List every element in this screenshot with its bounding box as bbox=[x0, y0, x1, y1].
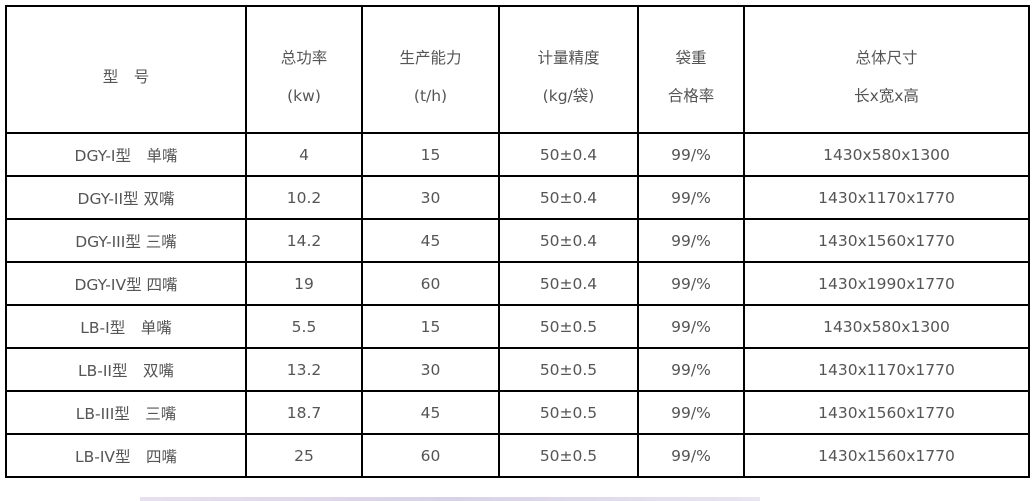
cell-model: LB-IV型 四嘴 bbox=[5, 433, 247, 478]
cell-dimensions: 1430x1560x1770 bbox=[743, 218, 1030, 263]
cell-capacity: 30 bbox=[361, 347, 500, 392]
cell-accuracy: 50±0.5 bbox=[498, 304, 639, 349]
cell-power: 19 bbox=[245, 261, 363, 306]
cell-dimensions: 1430x1560x1770 bbox=[743, 390, 1030, 435]
table-row: LB-III型 三嘴 18.7 45 50±0.5 99/% 1430x1560x1770 bbox=[5, 390, 1030, 435]
decorative-strip bbox=[140, 497, 760, 501]
cell-pass-rate: 99/% bbox=[637, 261, 745, 306]
header-accuracy: 计量精度 (kg/袋) bbox=[498, 5, 639, 134]
header-row: 型 号总功率 (kw) 生产能力 (t/h) 计量精度 (kg/袋) 袋重 合格率 总体尺寸 长x… bbox=[5, 5, 1030, 134]
table-row: DGY-III型 三嘴 14.2 45 50±0.4 99/% 1430x1560x177… bbox=[5, 218, 1030, 263]
cell-model: DGY-III型 三嘴 bbox=[5, 218, 247, 263]
spec-table: 型 号总功率 (kw) 生产能力 (t/h) 计量精度 (kg/袋) 袋重 合格率 总体尺寸 长x… bbox=[5, 5, 1030, 478]
cell-capacity: 45 bbox=[361, 218, 500, 263]
cell-power: 25 bbox=[245, 433, 363, 478]
cell-model: LB-II型 双嘴 bbox=[5, 347, 247, 392]
cell-capacity: 45 bbox=[361, 390, 500, 435]
cell-power: 14.2 bbox=[245, 218, 363, 263]
cell-accuracy: 50±0.5 bbox=[498, 347, 639, 392]
header-capacity: 生产能力 (t/h) bbox=[361, 5, 500, 134]
cell-accuracy: 50±0.4 bbox=[498, 175, 639, 220]
table-row: LB-I型 单嘴 5.5 15 50±0.5 99/% 1430x580x1300 bbox=[5, 304, 1030, 349]
table-row: DGY-II型 双嘴 10.2 30 50±0.4 99/% 1430x1170x1770 bbox=[5, 175, 1030, 220]
header-label: 计量精度 bbox=[537, 48, 600, 67]
header-dimensions: 总体尺寸长x宽x高 bbox=[743, 5, 1030, 134]
cell-pass-rate: 99/% bbox=[637, 218, 745, 263]
cell-model: LB-III型 三嘴 bbox=[5, 390, 247, 435]
cell-capacity: 15 bbox=[361, 304, 500, 349]
header-model: 型 号 bbox=[5, 5, 247, 134]
cell-power: 10.2 bbox=[245, 175, 363, 220]
header-label: 生产能力 bbox=[399, 48, 462, 67]
cell-power: 13.2 bbox=[245, 347, 363, 392]
cell-accuracy: 50±0.4 bbox=[498, 218, 639, 263]
cell-pass-rate: 99/% bbox=[637, 347, 745, 392]
cell-accuracy: 50±0.4 bbox=[498, 132, 639, 177]
header-label: 型 号 bbox=[102, 67, 150, 86]
cell-dimensions: 1430x1560x1770 bbox=[743, 433, 1030, 478]
cell-dimensions: 1430x580x1300 bbox=[743, 132, 1030, 177]
cell-model: DGY-IV型 四嘴 bbox=[5, 261, 247, 306]
cell-capacity: 15 bbox=[361, 132, 500, 177]
cell-model: DGY-I型 单嘴 bbox=[5, 132, 247, 177]
header-label: 总体尺寸 bbox=[855, 48, 918, 67]
header-label: 袋重 bbox=[675, 48, 707, 67]
cell-pass-rate: 99/% bbox=[637, 304, 745, 349]
table-row: LB-II型 双嘴 13.2 30 50±0.5 99/% 1430x1170x1770 bbox=[5, 347, 1030, 392]
table-row: DGY-IV型 四嘴 19 60 50±0.4 99/% 1430x1990x1770 bbox=[5, 261, 1030, 306]
header-unit: 长x宽x高 bbox=[854, 86, 919, 105]
header-unit: (kg/袋) bbox=[542, 86, 595, 105]
header-pass-rate: 袋重 合格率 bbox=[637, 5, 745, 134]
cell-capacity: 60 bbox=[361, 433, 500, 478]
header-unit: (t/h) bbox=[413, 86, 448, 105]
cell-model: DGY-II型 双嘴 bbox=[5, 175, 247, 220]
cell-dimensions: 1430x1990x1770 bbox=[743, 261, 1030, 306]
cell-model: LB-I型 单嘴 bbox=[5, 304, 247, 349]
cell-accuracy: 50±0.5 bbox=[498, 433, 639, 478]
cell-power: 4 bbox=[245, 132, 363, 177]
cell-dimensions: 1430x1170x1770 bbox=[743, 175, 1030, 220]
cell-dimensions: 1430x1170x1770 bbox=[743, 347, 1030, 392]
header-unit: (kw) bbox=[287, 86, 321, 105]
table-row: DGY-I型 单嘴 4 15 50±0.4 99/% 1430x580x1300 bbox=[5, 132, 1030, 177]
header-label: 总功率 bbox=[280, 48, 328, 67]
cell-accuracy: 50±0.4 bbox=[498, 261, 639, 306]
cell-pass-rate: 99/% bbox=[637, 175, 745, 220]
cell-power: 18.7 bbox=[245, 390, 363, 435]
cell-capacity: 60 bbox=[361, 261, 500, 306]
header-unit: 合格率 bbox=[667, 86, 715, 105]
cell-dimensions: 1430x580x1300 bbox=[743, 304, 1030, 349]
cell-accuracy: 50±0.5 bbox=[498, 390, 639, 435]
cell-power: 5.5 bbox=[245, 304, 363, 349]
cell-pass-rate: 99/% bbox=[637, 132, 745, 177]
cell-capacity: 30 bbox=[361, 175, 500, 220]
header-power: 总功率 (kw) bbox=[245, 5, 363, 134]
table-row: LB-IV型 四嘴 25 60 50±0.5 99/% 1430x1560x1770 bbox=[5, 433, 1030, 478]
cell-pass-rate: 99/% bbox=[637, 390, 745, 435]
cell-pass-rate: 99/% bbox=[637, 433, 745, 478]
